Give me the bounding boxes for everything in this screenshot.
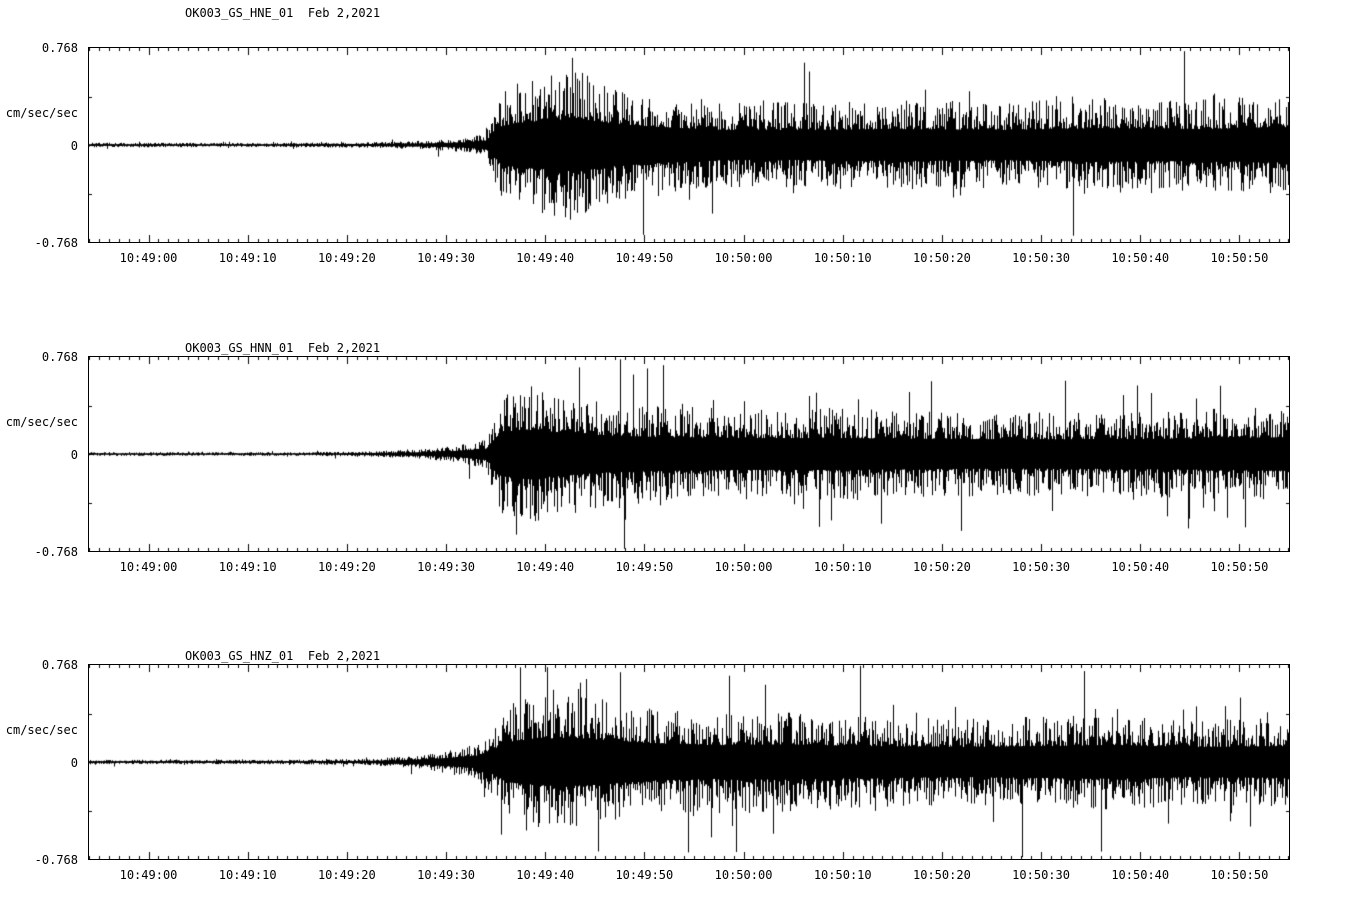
x-tick-label: 10:50:50 [1210, 560, 1269, 574]
x-tick-label: 10:50:20 [912, 251, 971, 265]
x-tick-label: 10:50:20 [912, 560, 971, 574]
x-tick-label: 10:50:40 [1111, 868, 1170, 882]
x-tick-label: 10:49:20 [317, 251, 376, 265]
x-tick-label: 10:50:00 [714, 868, 773, 882]
trace-title: OK003_GS_HNE_01 Feb 2,2021 [185, 6, 381, 20]
x-tick-label: 10:49:10 [218, 251, 277, 265]
waveform-canvas [89, 357, 1289, 551]
x-tick-label: 10:50:50 [1210, 868, 1269, 882]
seismogram-panel-hnz: OK003_GS_HNZ_01 Feb 2,2021 0.768 cm/sec/… [0, 617, 1358, 924]
x-tick-label: 10:49:20 [317, 560, 376, 574]
y-axis-zero-label: 0 [70, 448, 78, 462]
x-tick-label: 10:49:30 [417, 251, 475, 265]
x-tick-label: 10:50:20 [912, 868, 971, 882]
x-tick-label: 10:49:50 [615, 560, 674, 574]
x-tick-label: 10:49:00 [119, 251, 178, 265]
y-axis-zero-label: 0 [70, 756, 78, 770]
x-tick-label: 10:49:50 [615, 251, 674, 265]
y-axis-max-label: 0.768 [41, 350, 78, 364]
waveform-plot-area [88, 356, 1290, 552]
y-axis-zero-label: 0 [70, 139, 78, 153]
y-axis-min-label: -0.768 [34, 236, 78, 250]
x-tick-label: 10:49:20 [317, 868, 376, 882]
x-tick-label: 10:49:10 [218, 868, 277, 882]
x-tick-label: 10:50:10 [813, 560, 872, 574]
x-tick-label: 10:50:50 [1210, 251, 1269, 265]
x-tick-label: 10:49:40 [516, 251, 575, 265]
x-axis-tick-labels: 10:49:00 10:49:10 10:49:20 10:49:30 10:49:40… [89, 868, 1289, 884]
x-tick-label: 10:50:00 [714, 560, 773, 574]
y-axis-unit-label: cm/sec/sec [5, 723, 78, 737]
y-axis-unit-label: cm/sec/sec [5, 106, 78, 120]
x-tick-label: 10:49:40 [516, 868, 575, 882]
waveform-canvas [89, 48, 1289, 242]
x-tick-label: 10:50:40 [1111, 560, 1170, 574]
y-axis-min-label: -0.768 [34, 853, 78, 867]
x-tick-label: 10:49:50 [615, 868, 674, 882]
x-tick-label: 10:50:00 [714, 251, 773, 265]
x-tick-label: 10:49:30 [417, 560, 475, 574]
y-axis-max-label: 0.768 [41, 658, 78, 672]
x-tick-label: 10:50:10 [813, 251, 872, 265]
x-tick-label: 10:49:10 [218, 560, 277, 574]
x-tick-label: 10:50:30 [1012, 251, 1070, 265]
x-tick-label: 10:50:10 [813, 868, 872, 882]
x-tick-label: 10:49:00 [119, 560, 178, 574]
trace-title: OK003_GS_HNZ_01 Feb 2,2021 [185, 649, 381, 663]
x-axis-tick-labels: 10:49:00 10:49:10 10:49:20 10:49:30 10:49:40… [89, 251, 1289, 267]
y-axis-min-label: -0.768 [34, 545, 78, 559]
y-axis-max-label: 0.768 [41, 41, 78, 55]
x-tick-label: 10:49:30 [417, 868, 475, 882]
waveform-canvas [89, 665, 1289, 859]
seismogram-panel-hne: OK003_GS_HNE_01 Feb 2,2021 0.768 cm/sec/… [0, 0, 1358, 308]
x-tick-label: 10:49:00 [119, 868, 178, 882]
x-tick-label: 10:50:30 [1012, 560, 1070, 574]
x-axis-tick-labels: 10:49:00 10:49:10 10:49:20 10:49:30 10:49:40… [89, 560, 1289, 576]
y-axis-unit-label: cm/sec/sec [5, 415, 78, 429]
waveform-plot-area [88, 664, 1290, 860]
x-tick-label: 10:49:40 [516, 560, 575, 574]
seismogram-panel-hnn: OK003_GS_HNN_01 Feb 2,2021 0.768 cm/sec/… [0, 309, 1358, 617]
x-tick-label: 10:50:40 [1111, 251, 1170, 265]
x-tick-label: 10:50:30 [1012, 868, 1070, 882]
trace-title: OK003_GS_HNN_01 Feb 2,2021 [185, 341, 381, 355]
waveform-plot-area [88, 47, 1290, 243]
